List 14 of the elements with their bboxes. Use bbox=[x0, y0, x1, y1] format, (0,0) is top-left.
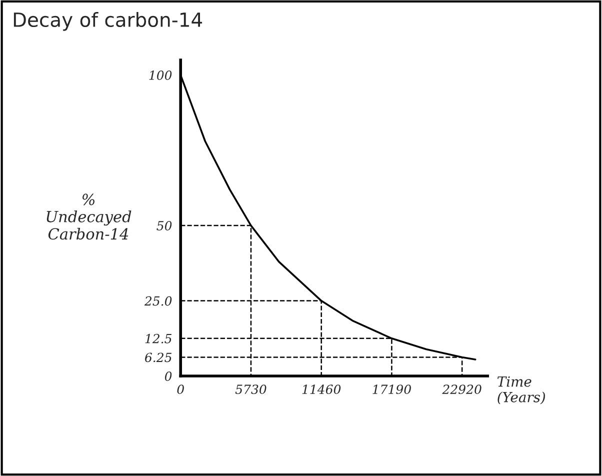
y-tick-label: 12.5 bbox=[145, 334, 172, 344]
x-tick-label: 11460 bbox=[302, 384, 341, 394]
y-axis-title: % Undecayed Carbon-14 bbox=[46, 194, 132, 240]
x-tick-label: 0 bbox=[177, 384, 184, 394]
y-tick-label: 6.25 bbox=[145, 352, 172, 362]
chart-title: Decay of carbon-14 bbox=[14, 12, 202, 31]
x-tick-label: 22920 bbox=[442, 384, 482, 394]
x-tick-label: 17190 bbox=[372, 384, 411, 394]
y-tick-label: 25.0 bbox=[144, 296, 172, 306]
y-tick-label: 0 bbox=[164, 372, 172, 381]
y-tick-label: 50 bbox=[156, 221, 172, 230]
x-axis-title: Time (Years) bbox=[497, 376, 546, 404]
y-tick-label: 100 bbox=[149, 70, 172, 80]
x-tick-label: 5730 bbox=[235, 384, 266, 394]
